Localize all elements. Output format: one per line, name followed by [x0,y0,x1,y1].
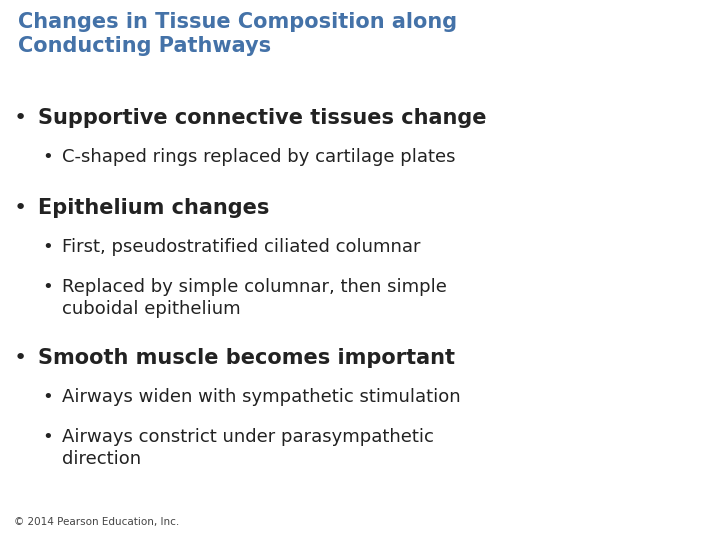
Text: •: • [14,108,27,128]
Text: •: • [42,428,53,446]
Text: •: • [14,348,27,368]
Text: Replaced by simple columnar, then simple
cuboidal epithelium: Replaced by simple columnar, then simple… [62,278,447,318]
Text: •: • [42,388,53,406]
Text: •: • [14,198,27,218]
Text: © 2014 Pearson Education, Inc.: © 2014 Pearson Education, Inc. [14,517,179,527]
Text: Epithelium changes: Epithelium changes [38,198,269,218]
Text: •: • [42,148,53,166]
Text: C-shaped rings replaced by cartilage plates: C-shaped rings replaced by cartilage pla… [62,148,456,166]
Text: Supportive connective tissues change: Supportive connective tissues change [38,108,487,128]
Text: •: • [42,238,53,256]
Text: •: • [42,278,53,296]
Text: First, pseudostratified ciliated columnar: First, pseudostratified ciliated columna… [62,238,420,256]
Text: Airways constrict under parasympathetic
direction: Airways constrict under parasympathetic … [62,428,434,468]
Text: Changes in Tissue Composition along
Conducting Pathways: Changes in Tissue Composition along Cond… [18,12,457,56]
Text: Airways widen with sympathetic stimulation: Airways widen with sympathetic stimulati… [62,388,461,406]
Text: Smooth muscle becomes important: Smooth muscle becomes important [38,348,455,368]
